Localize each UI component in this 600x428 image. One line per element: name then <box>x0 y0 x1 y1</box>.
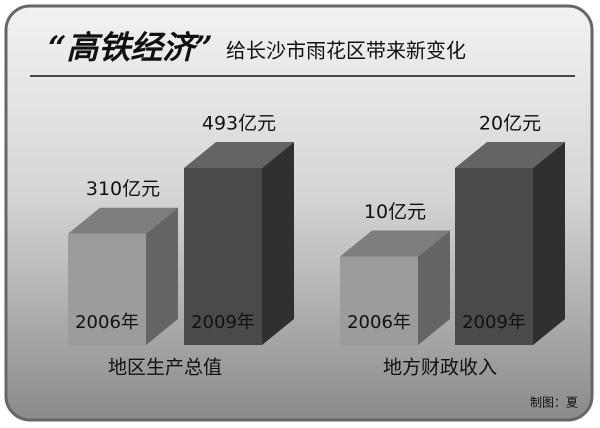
bar-top <box>455 142 565 168</box>
bar <box>68 233 146 345</box>
bar-side <box>418 230 450 345</box>
category-label: 2009年 <box>191 312 255 333</box>
bar-side <box>533 142 565 345</box>
bar-top <box>184 142 294 168</box>
title: “高铁经济” <box>48 29 213 67</box>
bar-top <box>68 207 178 234</box>
bar-top <box>340 230 450 257</box>
credit: 制图：夏 <box>530 396 578 410</box>
value-label: 310亿元 <box>86 178 160 200</box>
category-label: 2009年 <box>462 312 526 333</box>
subtitle: 给长沙市雨花区带来新变化 <box>226 39 466 63</box>
bar <box>340 256 418 345</box>
x-axis-label: 地方财政收入 <box>383 357 497 379</box>
category-label: 2006年 <box>75 312 139 333</box>
value-label: 20亿元 <box>479 113 541 135</box>
value-label: 10亿元 <box>364 201 426 223</box>
bar <box>184 168 262 345</box>
bar-side <box>262 142 294 345</box>
bar <box>455 168 533 345</box>
category-label: 2006年 <box>347 312 411 333</box>
value-label: 493亿元 <box>202 113 276 135</box>
x-axis-label: 地区生产总值 <box>108 357 222 379</box>
bar-side <box>146 207 178 345</box>
